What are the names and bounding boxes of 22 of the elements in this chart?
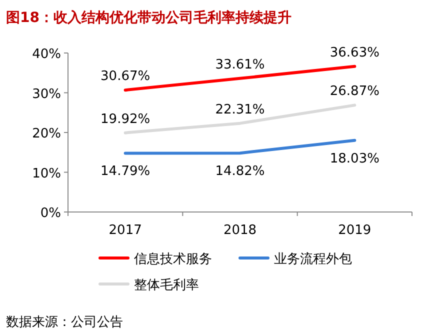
y-tick-label: 30% [32,86,61,102]
data-label: 14.82% [215,164,265,180]
chart-title: 图18：收入结构优化带动公司毛利率持续提升 [6,9,292,26]
data-label: 22.31% [215,102,265,118]
x-tick-label: 2019 [338,223,372,238]
data-label: 30.67% [100,69,150,84]
legend-label: 整体毛利率 [134,277,199,293]
data-label: 26.87% [330,84,380,100]
x-tick-label: 2018 [223,223,257,238]
x-tick-label: 2017 [108,223,142,238]
source-note: 数据来源：公司公告 [6,315,123,330]
y-tick-label: 20% [32,126,61,142]
data-label: 18.03% [330,151,380,166]
data-label: 36.63% [330,45,380,60]
data-label: 19.92% [100,112,150,127]
data-label: 14.79% [100,164,150,180]
y-tick-label: 0% [40,206,61,221]
y-tick-label: 40% [32,47,61,62]
legend-label: 信息技术服务 [134,252,212,267]
legend-label: 业务流程外包 [274,251,352,267]
data-label: 33.61% [215,57,265,72]
y-tick-label: 10% [32,166,61,182]
